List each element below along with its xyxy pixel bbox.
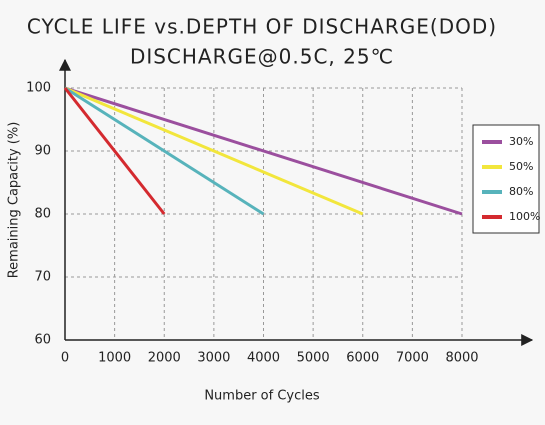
legend-label: 80% (509, 185, 533, 198)
y-axis-label: Remaining Capacity (%) (7, 122, 22, 279)
legend-label: 50% (509, 160, 533, 173)
legend-label: 30% (509, 135, 533, 148)
x-tick-label: 3000 (197, 351, 230, 366)
chart-title: CYCLE LIFE vs.DEPTH OF DISCHARGE(DOD) (27, 15, 497, 39)
series-line (64, 86, 463, 216)
x-tick-label: 8000 (445, 351, 478, 366)
series-line (64, 86, 265, 216)
x-tick-label: 5000 (297, 351, 330, 366)
x-tick-label: 1000 (98, 351, 131, 366)
y-tick-label: 90 (34, 144, 51, 159)
x-axis-label: Number of Cycles (204, 389, 320, 404)
y-tick-label: 80 (34, 207, 51, 222)
x-tick-label: 6000 (346, 351, 379, 366)
series-line (64, 86, 364, 216)
x-tick-label: 7000 (396, 351, 429, 366)
y-tick-label: 70 (34, 270, 51, 285)
legend-label: 100% (509, 210, 540, 223)
series-line (63, 87, 166, 215)
x-tick-label: 0 (61, 351, 69, 366)
x-tick-label: 4000 (247, 351, 280, 366)
chart-subtitle: DISCHARGE@0.5C, 25℃ (130, 45, 394, 69)
y-tick-label: 60 (34, 333, 51, 348)
y-tick-label: 100 (26, 81, 51, 96)
x-tick-label: 2000 (148, 351, 181, 366)
